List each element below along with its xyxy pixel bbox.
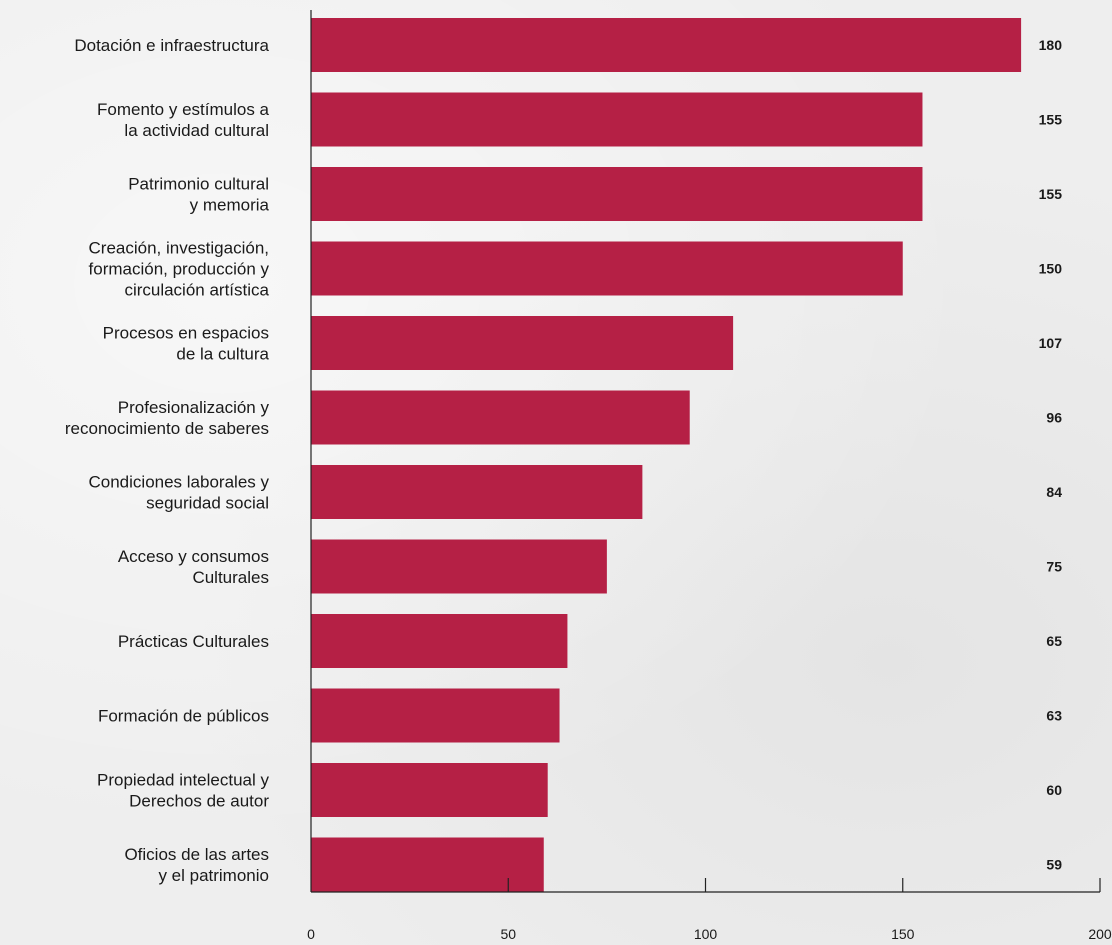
category-label-6: Condiciones laborales y seguridad social xyxy=(89,473,270,513)
category-label-10: Propiedad intelectual y Derechos de autor xyxy=(97,771,270,811)
bar-3 xyxy=(311,242,903,296)
category-label-2: Patrimonio cultural y memoria xyxy=(128,175,269,215)
value-label-8: 65 xyxy=(1046,633,1062,649)
value-label-1: 155 xyxy=(1039,112,1063,128)
value-label-6: 84 xyxy=(1046,484,1062,500)
bar-10 xyxy=(311,763,548,817)
x-tick-label-3: 150 xyxy=(891,926,915,942)
x-tick-label-0: 0 xyxy=(307,926,315,942)
category-label-4: Procesos en espacios de la cultura xyxy=(103,324,270,364)
category-label-7: Acceso y consumos Culturales xyxy=(118,547,269,587)
bar-9 xyxy=(311,689,560,743)
category-label-5: Profesionalización y reconocimiento de sa… xyxy=(65,398,270,438)
bar-7 xyxy=(311,540,607,594)
value-label-4: 107 xyxy=(1039,335,1063,351)
category-label-1: Fomento y estímulos a la actividad cultur… xyxy=(97,100,270,140)
bar-0 xyxy=(311,18,1021,72)
value-label-9: 63 xyxy=(1046,708,1062,724)
value-label-10: 60 xyxy=(1046,782,1062,798)
bar-8 xyxy=(311,614,567,668)
value-label-11: 59 xyxy=(1046,857,1062,873)
category-label-0: Dotación e infraestructura xyxy=(74,36,269,55)
value-label-5: 96 xyxy=(1046,410,1062,426)
bar-2 xyxy=(311,167,922,221)
category-label-3: Creación, investigación, formación, produ… xyxy=(89,239,270,300)
x-tick-label-4: 200 xyxy=(1088,926,1112,942)
category-label-8: Prácticas Culturales xyxy=(118,632,269,651)
bar-5 xyxy=(311,391,690,445)
value-label-0: 180 xyxy=(1039,37,1063,53)
x-tick-label-2: 100 xyxy=(694,926,718,942)
bar-1 xyxy=(311,93,922,147)
bar-6 xyxy=(311,465,642,519)
bars-group xyxy=(311,18,1021,892)
category-label-11: Oficios de las artes y el patrimonio xyxy=(124,845,269,885)
value-label-2: 155 xyxy=(1039,186,1063,202)
value-label-3: 150 xyxy=(1039,261,1063,277)
x-tick-label-1: 50 xyxy=(500,926,516,942)
category-label-9: Formación de públicos xyxy=(98,707,269,726)
value-label-7: 75 xyxy=(1046,559,1062,575)
bar-4 xyxy=(311,316,733,370)
